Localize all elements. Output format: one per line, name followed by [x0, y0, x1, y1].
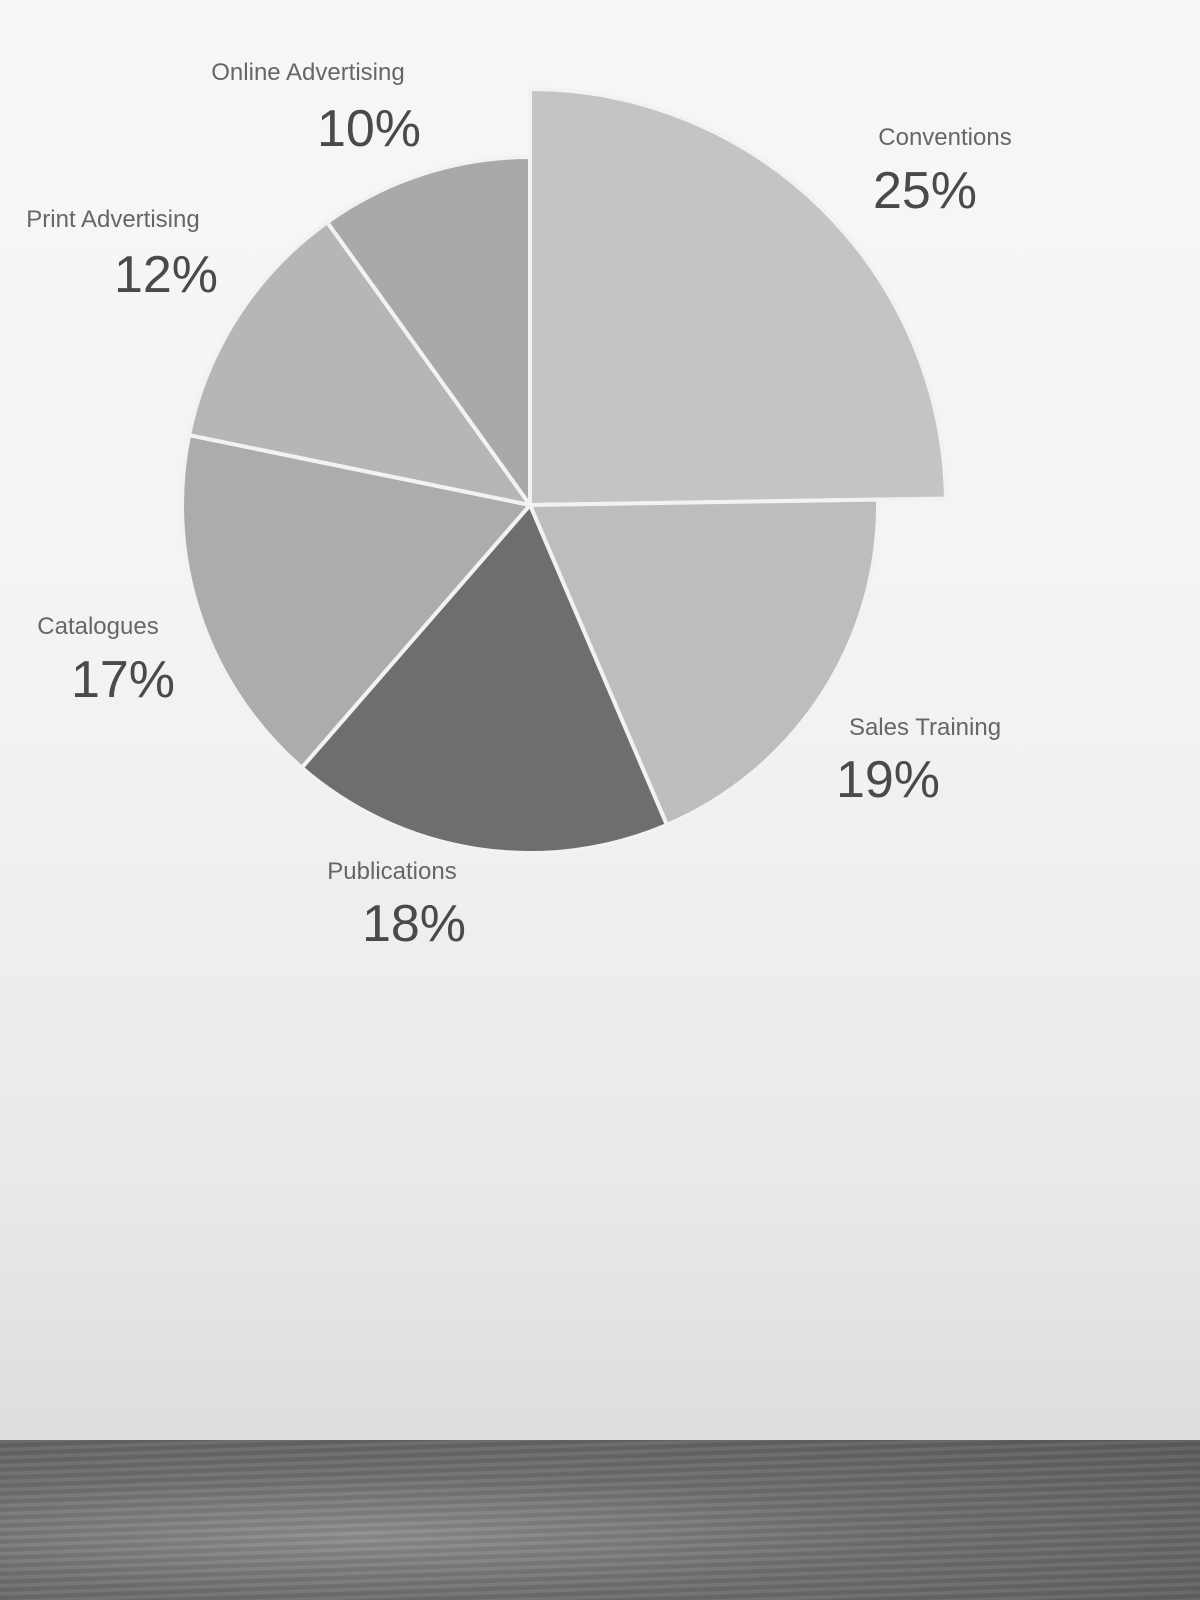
- pie-slice-publications: [298, 501, 670, 855]
- pie-slice-conventions: [528, 86, 948, 508]
- label-print-advertising-name: Print Advertising: [26, 206, 199, 233]
- label-conventions-name: Conventions: [878, 124, 1011, 151]
- wood-table: [0, 1440, 1200, 1600]
- label-publications-name: Publications: [327, 858, 456, 885]
- label-sales-training-pct: 19%: [836, 751, 940, 809]
- pie-chart: Conventions 25% Sales Training 19% Publi…: [26, 59, 1011, 953]
- pie-slice-sales-training: [526, 497, 880, 828]
- pie-slices: [180, 86, 948, 855]
- pie-slice-print-advertising: [186, 219, 535, 508]
- pie-slice-catalogues: [180, 432, 534, 771]
- label-sales-training-name: Sales Training: [849, 714, 1001, 741]
- label-print-advertising-pct: 12%: [114, 246, 218, 304]
- label-online-advertising-name: Online Advertising: [211, 59, 404, 86]
- label-publications-pct: 18%: [362, 895, 466, 953]
- label-catalogues-pct: 17%: [71, 651, 175, 709]
- pie-labels: Conventions 25% Sales Training 19% Publi…: [26, 59, 1011, 953]
- label-conventions-pct: 25%: [873, 162, 977, 220]
- label-catalogues-name: Catalogues: [37, 613, 158, 640]
- pie-slice-online-advertising: [324, 154, 532, 512]
- label-online-advertising-pct: 10%: [317, 100, 421, 158]
